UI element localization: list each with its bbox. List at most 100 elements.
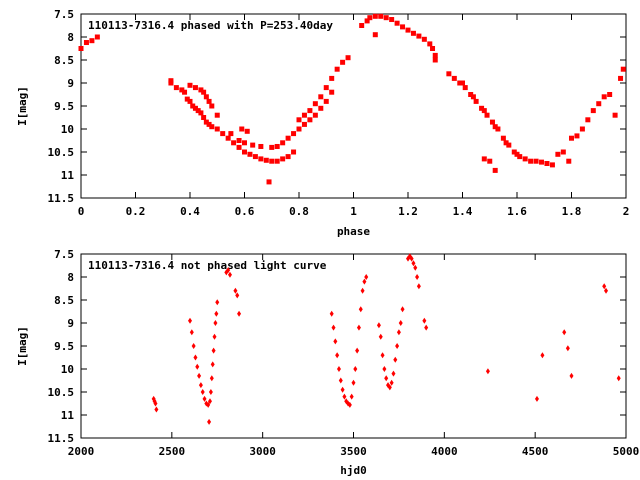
data-point — [214, 112, 220, 118]
data-point — [396, 329, 401, 336]
x-axis-label: phase — [337, 225, 370, 238]
data-point — [195, 108, 201, 114]
data-point — [198, 382, 203, 389]
data-point — [331, 324, 336, 331]
y-axis-label: I[mag] — [16, 86, 29, 126]
data-point — [422, 317, 427, 324]
data-point — [569, 135, 574, 141]
data-point — [555, 151, 561, 157]
data-point — [329, 75, 335, 81]
x-tick-label: 2500 — [159, 445, 186, 458]
data-point — [94, 34, 100, 40]
data-point — [198, 110, 204, 116]
data-point — [534, 395, 539, 402]
data-point — [355, 347, 360, 354]
data-point — [237, 310, 242, 317]
data-point — [280, 156, 286, 162]
chart-panel-1: 0 0.2 0.4 0.6 0.8 1 1.2 1.4 1.6 1.8 2 7.5 8 8.5 9 9.5 10… — [16, 8, 629, 238]
data-point — [197, 372, 202, 379]
data-point — [173, 85, 179, 91]
data-point — [189, 329, 194, 336]
data-point — [209, 375, 214, 382]
data-point — [400, 24, 406, 30]
data-point — [236, 138, 242, 143]
data-point — [242, 149, 247, 155]
data-point — [590, 108, 596, 114]
data-point — [544, 161, 550, 166]
x-tick-label: 3500 — [340, 445, 367, 458]
y-tick-label: 8 — [67, 31, 74, 44]
data-point — [323, 98, 329, 104]
data-point — [503, 140, 509, 146]
x-tick-label: 1.8 — [562, 205, 582, 218]
data-point — [359, 23, 365, 28]
data-point — [188, 317, 192, 324]
data-point — [202, 395, 207, 402]
data-point — [528, 158, 534, 164]
data-point — [460, 80, 465, 86]
chart-panel-2: 2000 2500 3000 3500 4000 4500 5000 7.5 8 8.5 9 9.5 1… — [16, 248, 639, 477]
x-tick-label: 5000 — [613, 445, 640, 458]
data-point — [201, 115, 207, 120]
data-point — [506, 142, 512, 148]
y-tick-label: 10.5 — [48, 146, 75, 159]
y-tick-label: 8.5 — [54, 54, 74, 67]
data-point — [258, 143, 264, 149]
data-point — [484, 112, 490, 118]
data-point — [612, 112, 618, 118]
plot-frame — [80, 13, 627, 199]
x-tick-label: 1 — [350, 205, 357, 218]
data-point — [470, 94, 476, 100]
data-point — [203, 94, 209, 100]
data-point — [604, 287, 609, 294]
data-point — [227, 271, 232, 278]
data-point — [179, 87, 185, 93]
data-point — [451, 75, 457, 81]
data-point — [462, 85, 468, 91]
y-tick-label: 11 — [61, 409, 75, 422]
data-point — [193, 354, 198, 361]
y-tick-label: 11.5 — [48, 432, 75, 445]
data-point — [266, 179, 272, 185]
data-point — [347, 401, 352, 408]
data-point — [495, 126, 501, 132]
data-point — [540, 352, 545, 359]
data-point — [334, 66, 340, 72]
data-point — [323, 85, 329, 91]
data-point — [430, 46, 436, 51]
x-tick-label: 3000 — [249, 445, 276, 458]
y-tick-label: 7.5 — [54, 248, 74, 261]
x-tick-label: 1.6 — [507, 205, 527, 218]
data-point — [481, 156, 487, 162]
data-point — [349, 393, 354, 400]
data-point — [427, 41, 433, 47]
data-point — [607, 92, 613, 97]
data-point — [83, 40, 89, 46]
data-point — [312, 112, 318, 118]
x-tick-label: 4000 — [431, 445, 458, 458]
data-point — [338, 377, 343, 384]
data-points — [151, 253, 621, 425]
y-tick-label: 8.5 — [54, 294, 74, 307]
data-point — [413, 264, 418, 271]
data-point — [376, 322, 381, 329]
data-point — [492, 167, 498, 173]
data-point — [539, 159, 545, 165]
data-point — [400, 306, 405, 313]
data-point — [239, 126, 245, 132]
data-point — [184, 96, 190, 102]
data-point — [280, 140, 286, 146]
data-point — [432, 57, 438, 63]
data-point — [481, 108, 487, 114]
data-point — [233, 287, 238, 294]
data-point — [307, 117, 313, 123]
data-point — [489, 119, 495, 125]
data-point — [207, 418, 212, 425]
data-point — [367, 15, 373, 21]
data-point — [421, 36, 427, 42]
data-point — [372, 32, 378, 38]
data-point — [318, 94, 324, 100]
data-point — [560, 149, 566, 155]
data-point — [389, 17, 395, 23]
